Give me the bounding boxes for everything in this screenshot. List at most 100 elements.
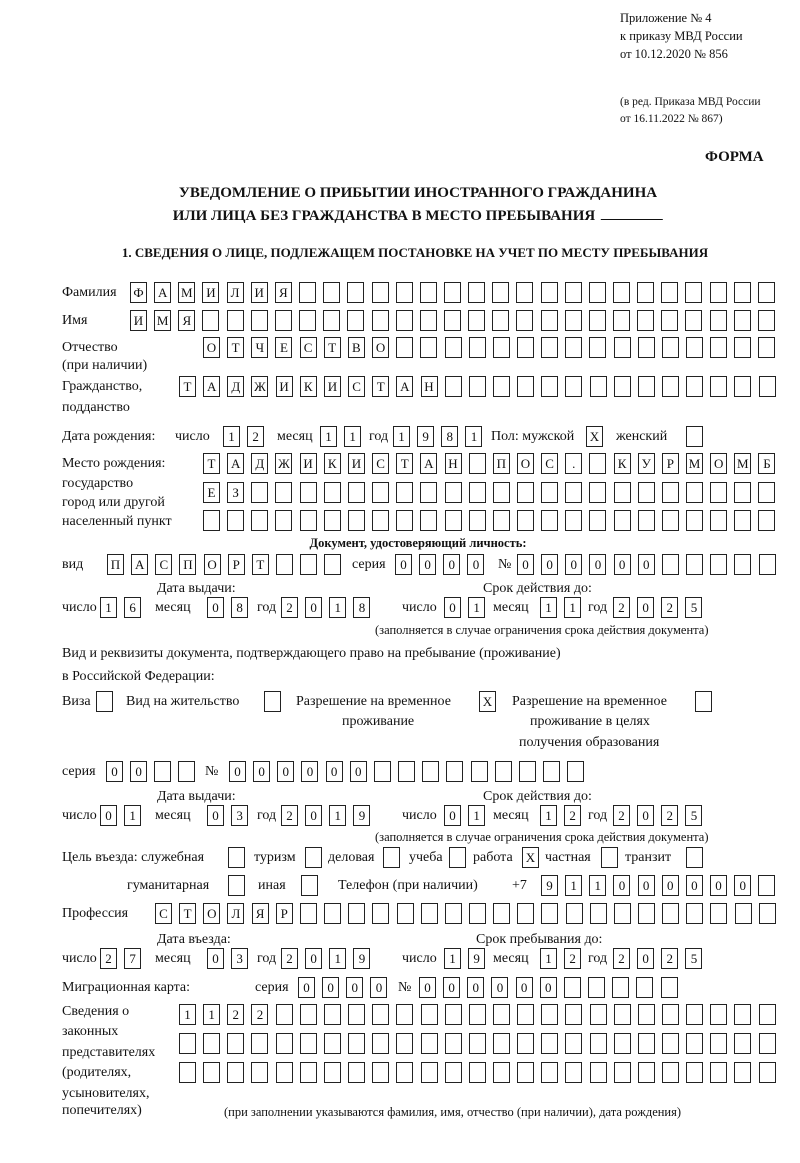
char-cell[interactable]: М [686,453,703,474]
char-cell[interactable]: 0 [419,554,437,575]
char-cell[interactable]: Т [396,453,414,474]
char-cell[interactable]: 0 [301,761,319,782]
char-cell[interactable] [468,482,486,503]
char-cell[interactable] [275,510,293,531]
char-cell[interactable] [710,376,728,397]
char-cell[interactable] [565,482,583,503]
char-cell[interactable]: И [202,282,220,303]
char-cell[interactable] [541,337,559,358]
char-cell[interactable] [541,1062,559,1083]
char-cell[interactable] [178,761,196,782]
char-cell[interactable] [601,847,618,868]
char-cell[interactable]: 0 [322,977,340,998]
char-cell[interactable] [734,376,752,397]
char-cell[interactable]: 5 [685,597,703,618]
char-cell[interactable]: 0 [253,761,271,782]
char-cell[interactable] [757,310,775,331]
char-cell[interactable]: 0 [491,977,509,998]
char-cell[interactable] [516,282,534,303]
char-cell[interactable] [589,453,607,474]
char-cell[interactable] [710,554,728,575]
char-cell[interactable]: Ч [251,337,269,358]
char-cell[interactable]: 2 [564,948,582,969]
char-cell[interactable]: 9 [541,875,558,896]
char-cell[interactable] [709,310,727,331]
char-cell[interactable] [517,376,535,397]
char-cell[interactable] [758,875,776,896]
char-cell[interactable]: 0 [467,977,485,998]
char-cell[interactable]: Р [275,903,293,924]
char-cell[interactable]: К [613,453,631,474]
char-cell[interactable]: 1 [223,426,240,447]
char-cell[interactable]: Р [661,453,679,474]
char-cell[interactable] [227,1033,245,1054]
char-cell[interactable]: 0 [305,805,323,826]
char-cell[interactable] [251,1033,269,1054]
char-cell[interactable] [758,903,776,924]
char-cell[interactable]: 0 [370,977,388,998]
char-cell[interactable] [516,310,534,331]
char-cell[interactable]: 0 [444,805,461,826]
char-cell[interactable] [589,903,607,924]
char-cell[interactable]: 6 [124,597,142,618]
char-cell[interactable]: Т [251,554,269,575]
char-cell[interactable] [541,1033,559,1054]
char-cell[interactable] [734,554,752,575]
char-cell[interactable] [323,1004,341,1025]
char-cell[interactable]: Д [227,376,245,397]
char-cell[interactable]: С [155,903,172,924]
char-cell[interactable]: О [372,337,390,358]
char-cell[interactable] [662,903,680,924]
char-cell[interactable] [444,376,462,397]
char-cell[interactable] [446,761,464,782]
char-cell[interactable] [686,1004,704,1025]
char-cell[interactable] [227,1062,245,1083]
char-cell[interactable] [305,847,322,868]
char-cell[interactable]: Я [274,282,292,303]
char-cell[interactable] [613,903,631,924]
char-cell[interactable] [565,903,583,924]
char-cell[interactable] [420,1004,438,1025]
char-cell[interactable]: 0 [589,554,607,575]
char-cell[interactable]: 0 [419,977,436,998]
char-cell[interactable] [299,1004,317,1025]
char-cell[interactable] [541,510,559,531]
char-cell[interactable] [662,1062,679,1083]
char-cell[interactable] [396,1062,414,1083]
char-cell[interactable]: 9 [353,948,371,969]
char-cell[interactable] [468,337,486,358]
char-cell[interactable] [299,482,317,503]
char-cell[interactable]: М [178,282,196,303]
char-cell[interactable] [685,310,703,331]
char-cell[interactable]: 2 [100,948,117,969]
char-cell[interactable] [686,1033,704,1054]
char-cell[interactable] [422,761,440,782]
char-cell[interactable]: К [323,453,341,474]
char-cell[interactable]: 0 [444,597,461,618]
char-cell[interactable] [383,847,400,868]
char-cell[interactable]: О [516,453,534,474]
char-cell[interactable]: 0 [613,554,631,575]
char-cell[interactable]: С [155,554,173,575]
char-cell[interactable] [420,337,438,358]
char-cell[interactable] [324,903,342,924]
char-cell[interactable] [443,282,461,303]
char-cell[interactable]: У [637,453,655,474]
char-cell[interactable]: X [586,426,603,447]
char-cell[interactable]: С [372,453,390,474]
char-cell[interactable]: 0 [298,977,315,998]
char-cell[interactable] [686,847,703,868]
char-cell[interactable]: В [347,337,365,358]
char-cell[interactable]: 8 [353,597,371,618]
char-cell[interactable] [347,282,365,303]
char-cell[interactable] [637,1062,655,1083]
char-cell[interactable] [444,903,462,924]
char-cell[interactable] [348,1033,366,1054]
char-cell[interactable] [396,510,414,531]
char-cell[interactable] [734,1062,752,1083]
char-cell[interactable] [275,482,293,503]
char-cell[interactable] [251,1062,269,1083]
char-cell[interactable]: 9 [468,948,486,969]
char-cell[interactable] [371,310,389,331]
char-cell[interactable] [203,1033,221,1054]
